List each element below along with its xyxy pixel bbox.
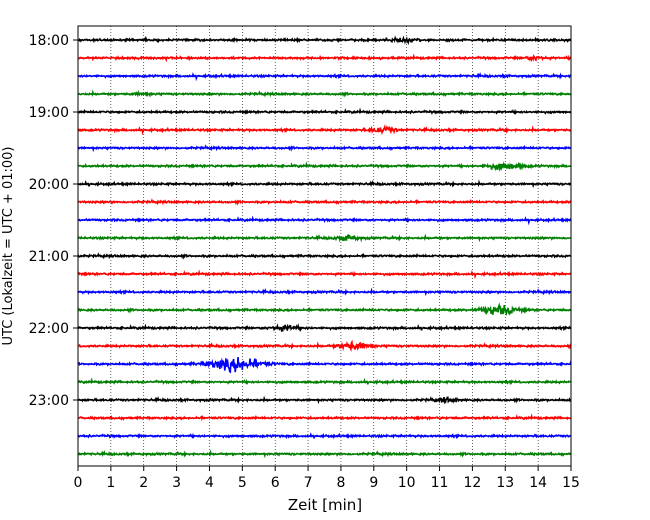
x-tick-label-3: 3 bbox=[172, 475, 181, 491]
plot-frame bbox=[77, 25, 572, 467]
x-tick-label-8: 8 bbox=[336, 475, 345, 491]
seismic-traces bbox=[77, 35, 572, 459]
trace-1845 bbox=[77, 89, 572, 98]
y-tick-label-2000: 20:00 bbox=[29, 177, 69, 193]
trace-2045 bbox=[77, 233, 571, 243]
trace-2230 bbox=[77, 357, 572, 374]
trace-2215 bbox=[77, 339, 572, 353]
x-tick-label-2: 2 bbox=[139, 475, 148, 491]
x-tick-label-9: 9 bbox=[369, 475, 378, 491]
trace-2315 bbox=[77, 413, 572, 422]
x-tick-label-0: 0 bbox=[74, 475, 83, 491]
y-axis-ticks: 18:00 19:00 20:00 21:00 22:00 23:00 bbox=[29, 33, 78, 409]
y-tick-label-2300: 23:00 bbox=[29, 393, 69, 409]
x-tick-label-12: 12 bbox=[463, 475, 481, 491]
trace-1815 bbox=[78, 53, 572, 63]
trace-2330 bbox=[77, 432, 572, 440]
x-tick-label-7: 7 bbox=[304, 475, 313, 491]
trace-2245 bbox=[77, 377, 572, 386]
trace-2000 bbox=[77, 179, 572, 189]
y-tick-label-2100: 21:00 bbox=[29, 249, 69, 265]
trace-1900 bbox=[77, 107, 572, 115]
trace-2115 bbox=[77, 269, 572, 280]
x-tick-label-5: 5 bbox=[238, 475, 247, 491]
trace-1830 bbox=[77, 72, 572, 82]
x-tick-label-11: 11 bbox=[431, 475, 449, 491]
y-axis-label: UTC (Lokalzeit = UTC + 01:00) bbox=[1, 147, 16, 346]
trace-1800 bbox=[77, 35, 572, 46]
x-tick-label-1: 1 bbox=[106, 475, 115, 491]
x-tick-label-15: 15 bbox=[562, 475, 580, 491]
y-tick-label-1900: 19:00 bbox=[29, 105, 69, 121]
x-tick-label-13: 13 bbox=[496, 475, 514, 491]
trace-1915 bbox=[77, 124, 572, 136]
x-tick-label-10: 10 bbox=[398, 475, 416, 491]
x-tick-label-6: 6 bbox=[271, 475, 280, 491]
x-axis-ticks: 0 1 2 3 4 5 6 7 8 9 10 11 12 13 14 15 bbox=[74, 466, 580, 491]
trace-2130 bbox=[77, 287, 572, 297]
trace-1930 bbox=[77, 144, 572, 153]
trace-2200 bbox=[77, 322, 572, 333]
x-axis-label: Zeit [min] bbox=[288, 496, 362, 514]
trace-2345 bbox=[77, 449, 572, 459]
x-tick-label-4: 4 bbox=[205, 475, 214, 491]
y-tick-label-1800: 18:00 bbox=[29, 33, 69, 49]
trace-2100 bbox=[77, 252, 572, 260]
trace-1945 bbox=[77, 161, 572, 172]
trace-2145 bbox=[77, 302, 572, 317]
grid-lines bbox=[110, 26, 539, 466]
y-tick-label-2200: 22:00 bbox=[29, 321, 69, 337]
trace-2300 bbox=[77, 395, 572, 405]
trace-2030 bbox=[77, 215, 572, 226]
x-tick-label-14: 14 bbox=[529, 475, 547, 491]
trace-2015 bbox=[77, 198, 572, 206]
